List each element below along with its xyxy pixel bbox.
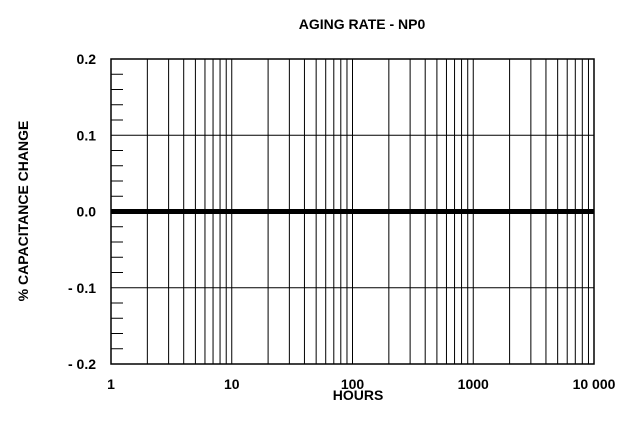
chart-title: AGING RATE - NP0 [299, 16, 426, 32]
x-tick-label: 1 [107, 376, 115, 392]
y-tick-label: - 0.2 [68, 356, 96, 372]
y-tick-label: - 0.1 [68, 280, 96, 296]
y-tick-label: 0.2 [77, 51, 97, 67]
x-tick-label: 1000 [458, 376, 489, 392]
y-tick-label: 0.0 [77, 204, 97, 220]
x-tick-labels: 1 10 100 1000 10 000 [107, 376, 616, 392]
x-tick-label: 10 000 [573, 376, 616, 392]
x-tick-label: 100 [341, 376, 365, 392]
x-tick-label: 10 [224, 376, 240, 392]
x-axis-label: HOURS [333, 387, 384, 403]
y-minor-ticks [111, 73, 123, 350]
y-axis-label: % CAPACITANCE CHANGE [15, 121, 31, 302]
y-tick-label: 0.1 [77, 127, 97, 143]
y-tick-labels: 0.2 0.1 0.0 - 0.1 - 0.2 [68, 51, 96, 372]
